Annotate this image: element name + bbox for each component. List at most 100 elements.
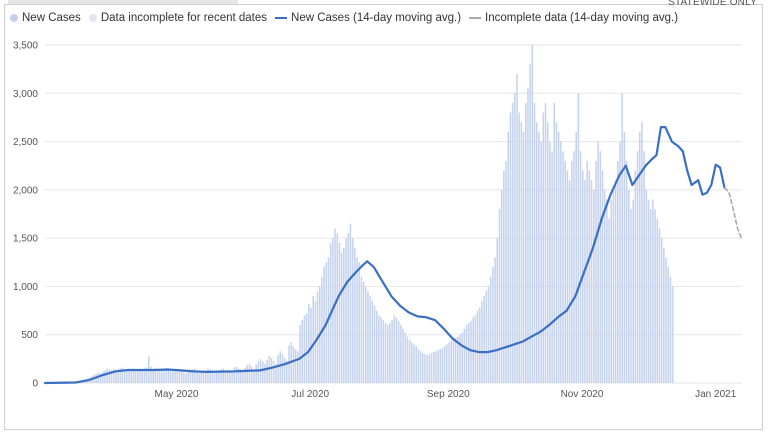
- bar[interactable]: [358, 262, 360, 383]
- bar[interactable]: [154, 367, 157, 383]
- bar[interactable]: [130, 369, 133, 383]
- bar[interactable]: [562, 151, 564, 383]
- bar[interactable]: [191, 369, 194, 383]
- bar[interactable]: [104, 370, 106, 383]
- bar[interactable]: [286, 360, 288, 383]
- bar[interactable]: [115, 370, 117, 383]
- bar[interactable]: [229, 371, 231, 383]
- bar[interactable]: [117, 371, 119, 383]
- bar[interactable]: [432, 352, 435, 383]
- bar[interactable]: [389, 323, 391, 383]
- bar[interactable]: [338, 242, 341, 383]
- bar[interactable]: [211, 370, 214, 383]
- bar[interactable]: [121, 367, 124, 383]
- bar[interactable]: [448, 342, 450, 383]
- bar[interactable]: [101, 371, 104, 383]
- bar[interactable]: [150, 366, 152, 383]
- bar[interactable]: [112, 369, 115, 383]
- bar[interactable]: [226, 372, 229, 383]
- bar[interactable]: [248, 363, 251, 383]
- bar[interactable]: [476, 310, 479, 383]
- bar[interactable]: [393, 315, 396, 383]
- bar[interactable]: [323, 267, 325, 383]
- bar[interactable]: [183, 372, 185, 383]
- bar[interactable]: [189, 370, 192, 383]
- bar[interactable]: [494, 257, 496, 383]
- bar[interactable]: [362, 281, 365, 383]
- bar[interactable]: [656, 218, 659, 383]
- bar[interactable]: [599, 151, 602, 383]
- bar[interactable]: [176, 368, 179, 383]
- bar[interactable]: [180, 370, 183, 383]
- bar[interactable]: [137, 370, 139, 383]
- bar[interactable]: [251, 366, 253, 383]
- bar[interactable]: [514, 93, 516, 384]
- bar[interactable]: [167, 370, 170, 383]
- bar[interactable]: [134, 368, 137, 383]
- bar[interactable]: [566, 170, 569, 383]
- bar[interactable]: [446, 344, 448, 383]
- bar[interactable]: [242, 370, 244, 383]
- bar[interactable]: [424, 354, 426, 383]
- bar[interactable]: [496, 238, 499, 383]
- bar[interactable]: [487, 286, 490, 383]
- bar[interactable]: [336, 233, 339, 383]
- bar[interactable]: [266, 359, 268, 383]
- bar[interactable]: [196, 370, 198, 383]
- bar[interactable]: [636, 151, 639, 383]
- bar[interactable]: [595, 160, 597, 383]
- bar[interactable]: [568, 180, 571, 383]
- bar[interactable]: [108, 369, 111, 383]
- bar[interactable]: [505, 160, 507, 383]
- bar[interactable]: [413, 344, 415, 383]
- bar[interactable]: [202, 372, 205, 383]
- bar[interactable]: [231, 370, 233, 383]
- bar[interactable]: [597, 141, 599, 383]
- bar[interactable]: [272, 360, 275, 383]
- bar[interactable]: [579, 151, 582, 383]
- bar[interactable]: [575, 131, 577, 383]
- bar[interactable]: [660, 238, 663, 383]
- bar[interactable]: [546, 122, 549, 383]
- bar[interactable]: [525, 102, 527, 383]
- bar[interactable]: [522, 131, 525, 383]
- bar[interactable]: [630, 209, 632, 383]
- bar[interactable]: [503, 170, 505, 383]
- bar[interactable]: [573, 151, 575, 383]
- bar[interactable]: [551, 151, 553, 383]
- bar[interactable]: [601, 170, 604, 383]
- bar[interactable]: [106, 368, 108, 383]
- bar[interactable]: [268, 355, 271, 383]
- bar[interactable]: [645, 189, 648, 383]
- bar[interactable]: [577, 93, 580, 384]
- bar[interactable]: [220, 369, 222, 383]
- bar[interactable]: [215, 372, 218, 383]
- bar[interactable]: [665, 257, 667, 383]
- bar[interactable]: [439, 349, 442, 383]
- bar[interactable]: [99, 373, 102, 383]
- incomplete-moving-avg-line[interactable]: [723, 187, 743, 241]
- bar[interactable]: [652, 199, 654, 383]
- bar[interactable]: [435, 351, 437, 383]
- bar[interactable]: [459, 334, 461, 383]
- bar[interactable]: [634, 170, 637, 383]
- bar[interactable]: [139, 369, 141, 383]
- bar[interactable]: [489, 276, 492, 383]
- bar[interactable]: [625, 160, 628, 383]
- bar[interactable]: [592, 189, 595, 383]
- bar[interactable]: [608, 218, 610, 383]
- bar[interactable]: [560, 141, 562, 383]
- bar[interactable]: [465, 325, 468, 383]
- bar[interactable]: [277, 354, 279, 383]
- bar[interactable]: [463, 328, 466, 383]
- bar[interactable]: [303, 315, 306, 383]
- bar[interactable]: [542, 112, 545, 383]
- bar[interactable]: [426, 354, 428, 383]
- bar[interactable]: [185, 373, 187, 383]
- bar[interactable]: [299, 325, 301, 383]
- bar[interactable]: [351, 238, 354, 383]
- bar[interactable]: [527, 88, 529, 383]
- bar[interactable]: [549, 141, 551, 383]
- bar[interactable]: [623, 131, 626, 383]
- bar[interactable]: [430, 353, 433, 383]
